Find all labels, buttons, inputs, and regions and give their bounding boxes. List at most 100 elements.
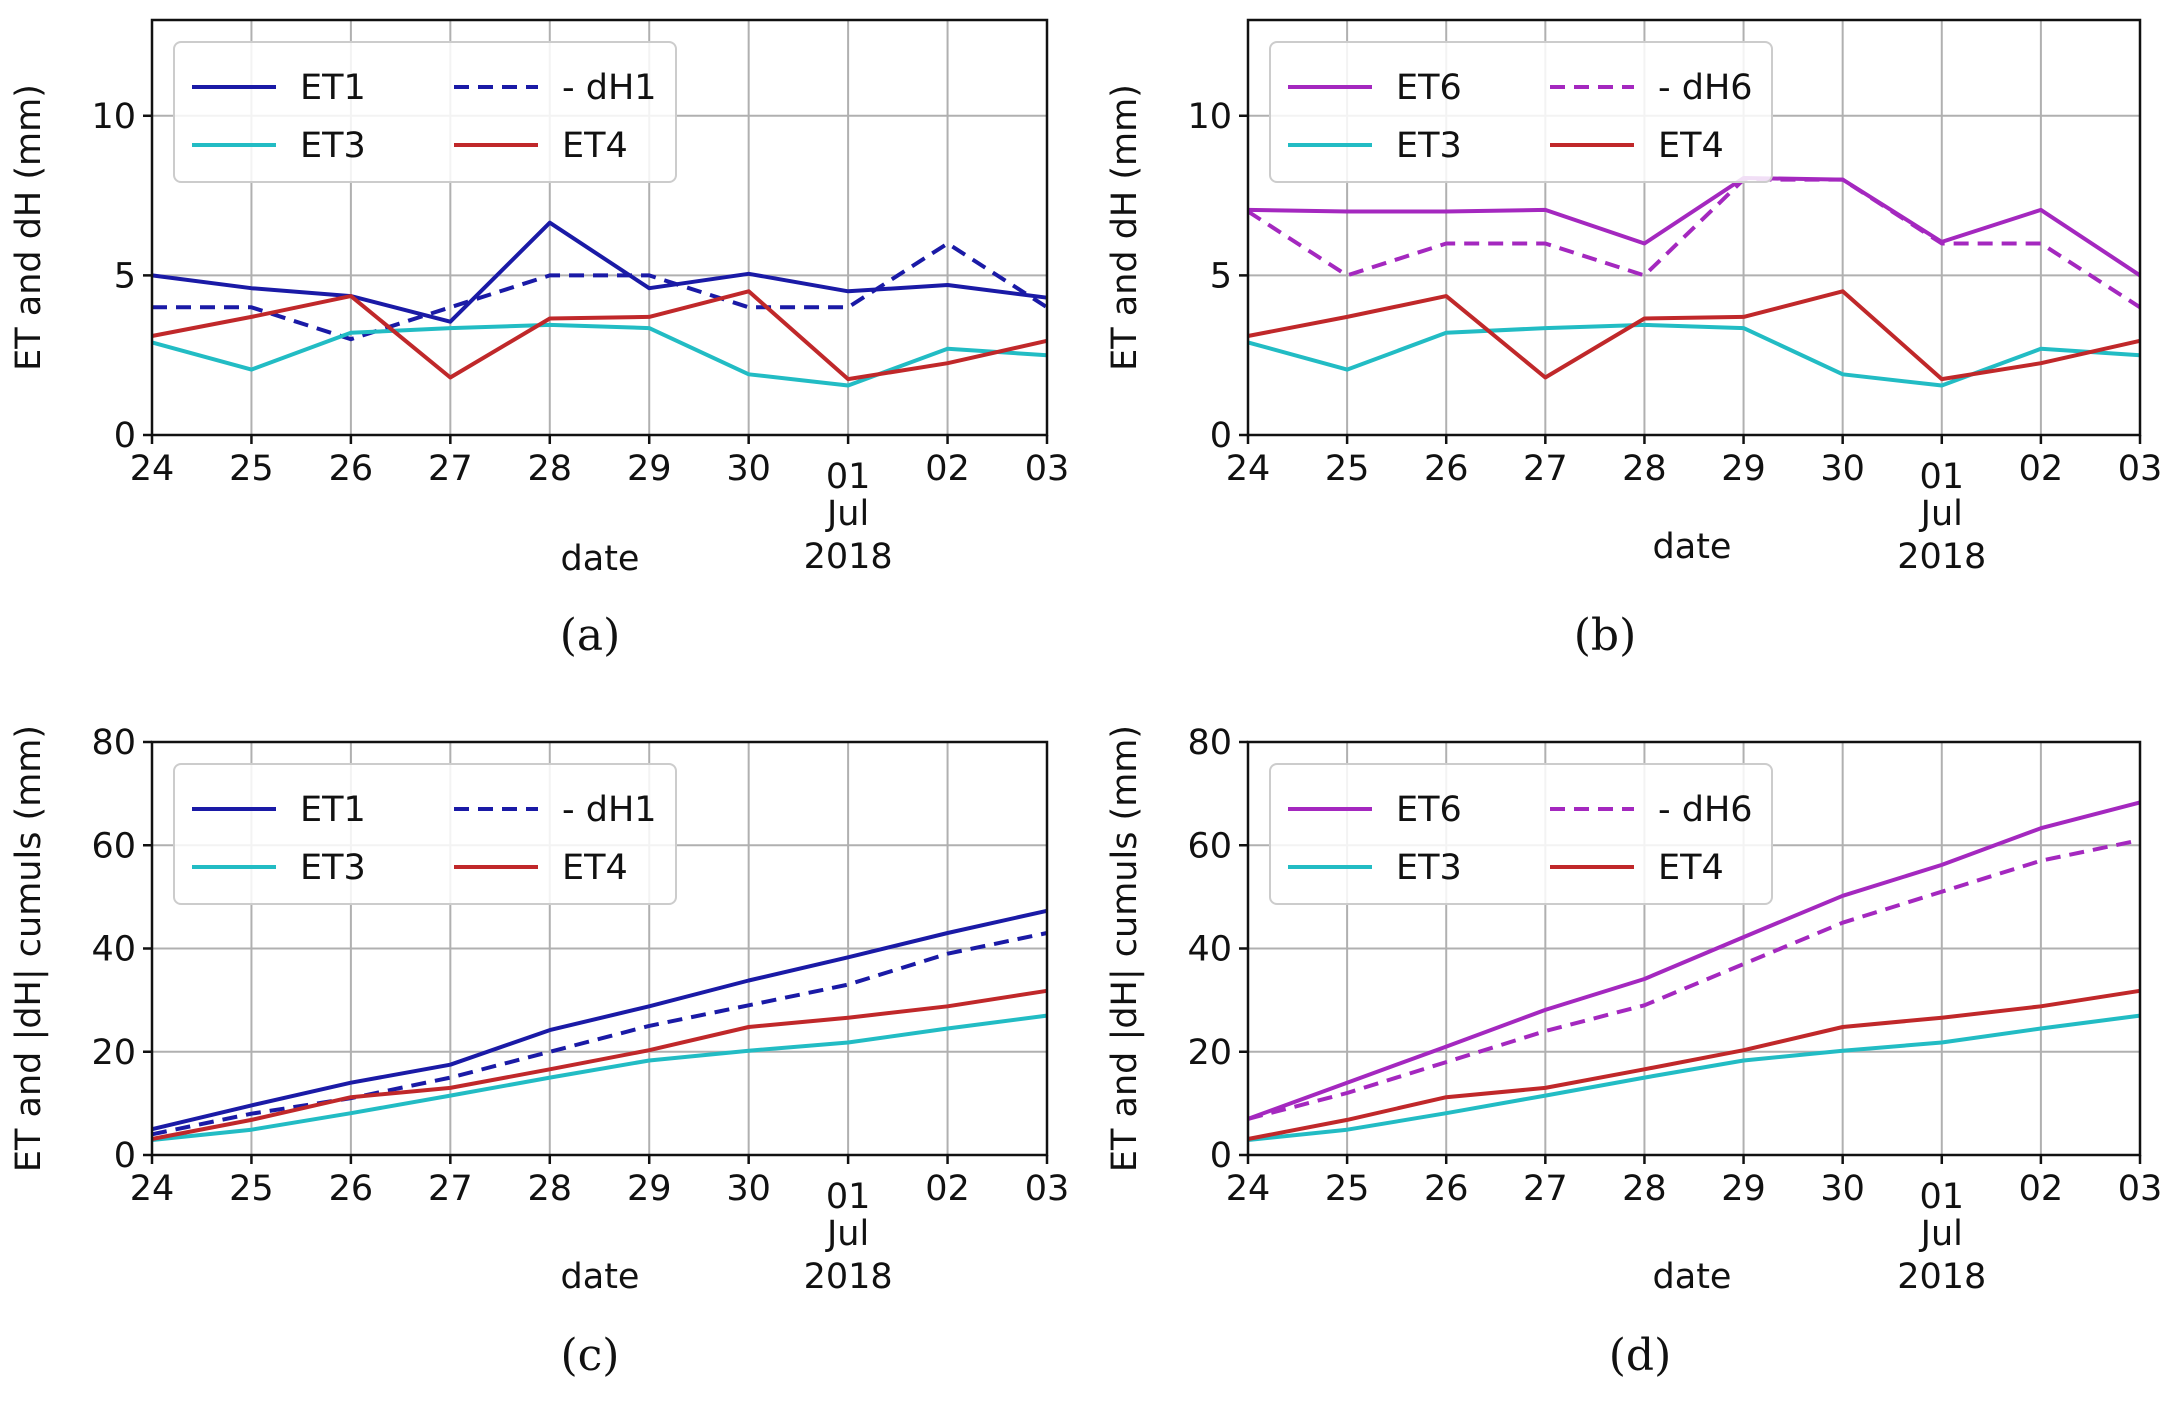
series-line-et3 (1247, 1013, 2141, 1142)
plot-frame (1246, 18, 2142, 437)
x-axis-label: date (561, 1257, 640, 1297)
x-tick-label: 25 (1325, 449, 1370, 489)
series-line-et4 (151, 289, 1048, 382)
y-tick-label: 20 (91, 1033, 136, 1073)
legend-label: - dH6 (1658, 790, 1753, 830)
legend-label: ET3 (1396, 126, 1462, 166)
panel-caption: (d) (1609, 1330, 1672, 1381)
x-tick-label: 27 (428, 1169, 473, 1209)
legend-label: - dH6 (1658, 68, 1753, 108)
x-tick-label: 26 (329, 449, 374, 489)
legend: ET1 - dH1 ET3 ET4 (173, 41, 677, 183)
y-axis-label: ET and |dH| cumuls (mm) (1105, 725, 1145, 1172)
x-tick-label: 03 (1025, 449, 1070, 489)
series-line-dh1 (151, 931, 1048, 1137)
series-line-et1 (151, 220, 1048, 324)
legend: ET6 - dH6 ET3 ET4 (1269, 41, 1773, 183)
x-year-label: 2018 (804, 537, 893, 577)
legend: ET6 - dH6 ET3 ET4 (1269, 763, 1773, 905)
legend-label: ET3 (300, 848, 366, 888)
y-tick-label: 60 (1187, 826, 1232, 866)
series-line-et3 (1247, 322, 2141, 388)
series-line-et3 (151, 322, 1048, 388)
x-tick-label: 28 (528, 449, 573, 489)
legend-box (173, 763, 677, 905)
x-tick-label: 25 (229, 1169, 274, 1209)
y-tick-label: 40 (1187, 930, 1232, 970)
series-line-et6 (1247, 176, 2142, 278)
x-month-label: Jul (1919, 494, 1963, 534)
series-line-et4 (151, 988, 1048, 1141)
x-tick-label: 29 (1721, 1169, 1766, 1209)
x-tick-label: 28 (1622, 449, 1667, 489)
legend-label: - dH1 (562, 790, 657, 830)
y-tick-label: 60 (91, 826, 136, 866)
x-tick-label: 28 (528, 1169, 573, 1209)
y-axis-label: ET and dH (mm) (9, 84, 49, 371)
series-line-et1 (151, 908, 1048, 1132)
series-line-dh6 (1246, 177, 2142, 309)
x-tick-label: 24 (1226, 1169, 1271, 1209)
legend-label: ET1 (300, 790, 366, 830)
series-line-et6 (1247, 800, 2141, 1121)
legend-box (1269, 763, 1773, 905)
y-tick-label: 0 (114, 416, 136, 456)
panel-caption: (a) (560, 610, 621, 661)
y-tick-label: 5 (1210, 256, 1232, 296)
y-tick-label: 10 (1187, 97, 1232, 137)
y-tick-label: 80 (1187, 723, 1232, 763)
x-tick-label: 30 (726, 449, 771, 489)
x-tick-label: 25 (229, 449, 274, 489)
y-tick-label: 40 (91, 930, 136, 970)
y-tick-label: 0 (1210, 416, 1232, 456)
legend-label: ET4 (562, 848, 628, 888)
x-month-label: Jul (825, 494, 869, 534)
legend-label: ET4 (562, 126, 628, 166)
x-tick-label: 30 (1820, 449, 1865, 489)
x-axis-label: date (561, 539, 640, 579)
x-month-label: Jul (825, 1214, 869, 1254)
x-tick-label: 03 (2118, 1169, 2163, 1209)
series-line-et4 (1247, 289, 2141, 382)
panel-caption: (b) (1574, 610, 1637, 661)
y-tick-label: 80 (91, 723, 136, 763)
x-tick-label: 27 (1523, 449, 1568, 489)
panel-caption: (c) (561, 1330, 620, 1381)
x-tick-label: 02 (2019, 1169, 2064, 1209)
x-tick-label: 26 (1424, 1169, 1469, 1209)
legend-label: ET6 (1396, 68, 1462, 108)
series-line-dh1 (152, 241, 1049, 342)
legend-label: ET4 (1658, 848, 1724, 888)
x-tick-label: 24 (130, 1169, 175, 1209)
x-tick-label: 26 (329, 1169, 374, 1209)
legend-label: - dH1 (562, 68, 657, 108)
y-tick-label: 0 (114, 1136, 136, 1176)
legend-label: ET1 (300, 68, 366, 108)
x-tick-label: 03 (2118, 449, 2163, 489)
y-tick-label: 10 (91, 97, 136, 137)
x-year-label: 2018 (1897, 537, 1986, 577)
x-tick-label: 02 (2019, 449, 2064, 489)
x-tick-label: 24 (1226, 449, 1271, 489)
y-axis-label: ET and |dH| cumuls (mm) (9, 725, 49, 1172)
x-tick-label: 25 (1325, 1169, 1370, 1209)
legend-box (1269, 41, 1773, 183)
x-axis-label: date (1653, 1257, 1732, 1297)
x-tick-label: 27 (1523, 1169, 1568, 1209)
x-tick-label: 24 (130, 449, 175, 489)
y-axis-label: ET and dH (mm) (1105, 84, 1145, 371)
series-line-et4 (1247, 988, 2141, 1141)
legend-label: ET6 (1396, 790, 1462, 830)
plot-frame (150, 18, 1049, 437)
x-tick-label: 26 (1424, 449, 1469, 489)
legend-label: ET3 (1396, 848, 1462, 888)
legend-label: ET4 (1658, 126, 1724, 166)
x-axis-label: date (1653, 527, 1732, 567)
y-tick-label: 0 (1210, 1136, 1232, 1176)
x-tick-label: 30 (726, 1169, 771, 1209)
